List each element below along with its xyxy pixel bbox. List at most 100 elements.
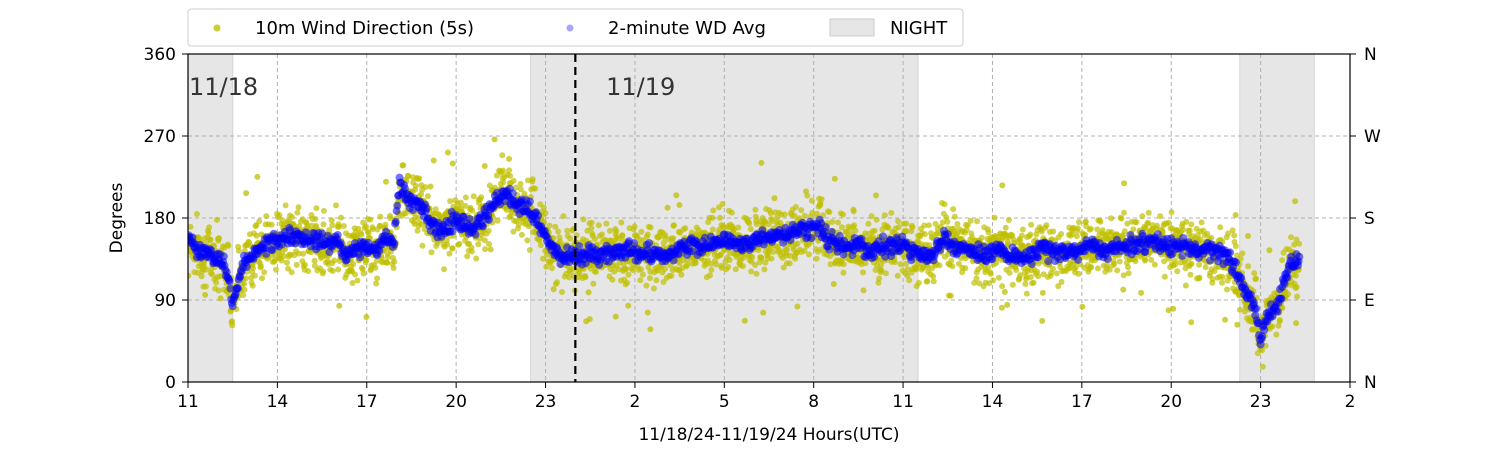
scatter-point (818, 196, 825, 203)
scatter-point (537, 242, 544, 249)
scatter-point (755, 247, 762, 254)
average-point (393, 201, 402, 210)
scatter-point (781, 211, 788, 218)
scatter-point (485, 227, 492, 234)
average-point (226, 284, 235, 293)
scatter-point (838, 224, 845, 231)
average-point (1283, 273, 1292, 282)
scatter-point (717, 214, 723, 221)
scatter-point (792, 204, 799, 210)
scatter-point (644, 231, 651, 238)
legend-label: 2-minute WD Avg (608, 18, 766, 39)
scatter-point (603, 220, 610, 227)
scatter-point (1121, 180, 1128, 187)
scatter-point (1172, 261, 1179, 268)
scatter-point (998, 304, 1005, 311)
scatter-point (794, 303, 801, 310)
scatter-point (991, 214, 998, 221)
scatter-point (995, 274, 1002, 281)
average-point (471, 230, 480, 239)
scatter-point (205, 230, 212, 237)
scatter-point (390, 265, 397, 271)
scatter-point (746, 220, 753, 227)
scatter-point (288, 269, 295, 276)
scatter-point (894, 272, 901, 279)
scatter-point (976, 280, 983, 287)
date-labels: 11/18 11/19 (189, 73, 675, 101)
scatter-point (295, 250, 302, 257)
scatter-point (372, 264, 379, 271)
scatter-point (1121, 209, 1127, 216)
scatter-point (758, 159, 765, 166)
average-point (1295, 252, 1304, 261)
scatter-point (878, 267, 885, 274)
scatter-point (895, 224, 902, 231)
scatter-point (1058, 231, 1065, 237)
average-point (1033, 253, 1042, 262)
scatter-point (885, 224, 892, 231)
scatter-point (582, 274, 589, 281)
scatter-point (478, 194, 485, 201)
scatter-point (809, 209, 816, 216)
scatter-point (1028, 221, 1035, 228)
scatter-point (215, 287, 222, 294)
scatter-point (217, 295, 224, 302)
scatter-point (1013, 267, 1020, 273)
legend-label: 10m Wind Direction (5s) (255, 18, 474, 39)
average-point (907, 256, 916, 265)
scatter-point (1074, 225, 1081, 232)
scatter-point (259, 275, 265, 282)
scatter-point (903, 228, 910, 235)
scatter-point (1087, 225, 1094, 232)
scatter-point (456, 240, 463, 247)
scatter-point (428, 249, 435, 256)
scatter-point (726, 257, 733, 263)
scatter-point (301, 261, 308, 268)
average-point (219, 252, 228, 261)
scatter-point (944, 218, 951, 225)
scatter-point (1293, 236, 1300, 243)
scatter-point (216, 235, 223, 242)
scatter-point (739, 263, 746, 270)
scatter-point (624, 279, 631, 286)
scatter-point (254, 173, 261, 180)
scatter-point (532, 185, 539, 192)
average-point (870, 252, 878, 261)
scatter-point (939, 219, 946, 226)
scatter-point (1039, 317, 1046, 324)
scatter-point (430, 157, 437, 164)
scatter-point (1269, 323, 1276, 330)
x-tick-label: 14 (267, 392, 289, 412)
scatter-point (876, 275, 883, 282)
scatter-point (646, 275, 653, 282)
scatter-point (1198, 219, 1205, 226)
scatter-point (1288, 234, 1294, 241)
scatter-point (543, 263, 550, 270)
scatter-point (1165, 307, 1172, 314)
scatter-point (1225, 230, 1232, 237)
scatter-point (444, 149, 451, 156)
scatter-point (529, 176, 536, 183)
scatter-point (469, 207, 476, 214)
scatter-point (500, 167, 506, 174)
scatter-point (329, 222, 336, 229)
y-tick-label: 180 (144, 209, 176, 229)
scatter-point (1079, 303, 1086, 310)
scatter-point (481, 163, 488, 169)
scatter-point (427, 183, 434, 190)
scatter-point (293, 261, 300, 268)
average-point (839, 250, 848, 259)
scatter-point (1188, 221, 1195, 228)
average-point (1277, 294, 1286, 303)
scatter-point (749, 254, 756, 260)
scatter-point (930, 278, 937, 285)
scatter-point (1094, 265, 1101, 272)
scatter-point (1040, 271, 1047, 278)
scatter-point (873, 216, 880, 223)
scatter-point (225, 242, 232, 249)
scatter-point (653, 277, 660, 284)
scatter-point (1209, 276, 1216, 283)
scatter-point (794, 240, 801, 247)
scatter-point (741, 317, 748, 324)
scatter-point (1145, 219, 1151, 226)
